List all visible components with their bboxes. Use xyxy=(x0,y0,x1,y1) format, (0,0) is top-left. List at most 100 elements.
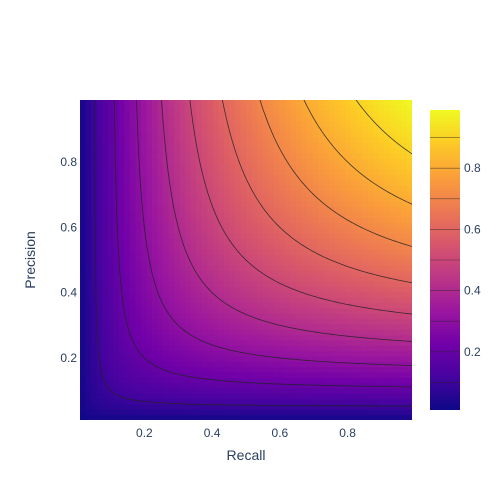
heatmap-cell xyxy=(389,377,396,384)
heatmap-cell xyxy=(163,382,170,389)
heatmap-cell xyxy=(168,158,175,165)
heatmap-cell xyxy=(129,121,136,128)
heatmap-cell xyxy=(373,153,380,160)
heatmap-cell xyxy=(163,180,170,186)
heatmap-cell xyxy=(345,302,352,309)
heatmap-cell xyxy=(378,169,385,176)
heatmap-cell xyxy=(240,313,247,320)
heatmap-cell xyxy=(362,308,369,314)
heatmap-cell xyxy=(306,174,313,181)
heatmap-cell xyxy=(190,158,197,165)
heatmap-cell xyxy=(102,350,109,357)
heatmap-cell xyxy=(356,180,363,186)
heatmap-cell xyxy=(279,270,286,277)
heatmap-cell xyxy=(373,276,380,282)
heatmap-cell xyxy=(85,270,92,277)
heatmap-cell xyxy=(212,116,219,122)
heatmap-cell xyxy=(340,212,347,218)
heatmap-cell xyxy=(91,265,98,272)
heatmap-cell xyxy=(312,105,319,112)
heatmap-cell xyxy=(91,286,98,293)
heatmap-cell xyxy=(207,180,214,186)
heatmap-cell xyxy=(345,377,352,384)
heatmap-cell xyxy=(246,393,253,400)
heatmap-cell xyxy=(306,206,313,213)
heatmap-cell xyxy=(251,270,258,277)
heatmap-cell xyxy=(290,105,297,112)
heatmap-cell xyxy=(351,265,358,272)
heatmap-cell xyxy=(174,393,181,400)
heatmap-cell xyxy=(295,190,302,197)
heatmap-cell xyxy=(174,292,181,298)
heatmap-cell xyxy=(118,169,125,176)
heatmap-cell xyxy=(234,116,242,122)
heatmap-cell xyxy=(201,228,208,234)
heatmap-cell xyxy=(284,377,291,384)
heatmap-cell xyxy=(140,377,147,384)
heatmap-cell xyxy=(80,345,87,352)
heatmap-cell xyxy=(135,318,142,325)
heatmap-cell xyxy=(262,174,269,181)
heatmap-cell xyxy=(251,292,258,298)
heatmap-cell xyxy=(91,356,98,362)
heatmap-cell xyxy=(301,164,308,170)
heatmap-cell xyxy=(124,329,131,336)
heatmap-cell xyxy=(229,212,236,218)
heatmap-cell xyxy=(246,340,253,346)
heatmap-cell xyxy=(151,233,159,240)
heatmap-cell xyxy=(223,377,230,384)
heatmap-cell xyxy=(140,100,147,106)
heatmap-cell xyxy=(151,174,159,181)
heatmap-cell xyxy=(146,206,153,213)
heatmap-cell xyxy=(201,100,208,106)
heatmap-cell xyxy=(168,201,175,208)
heatmap-cell xyxy=(312,308,319,314)
heatmap-cell xyxy=(223,158,230,165)
heatmap-cell xyxy=(273,249,280,256)
heatmap-cell xyxy=(323,372,330,378)
heatmap-cell xyxy=(384,158,391,165)
heatmap-cell xyxy=(246,180,253,186)
heatmap-cell xyxy=(395,100,402,106)
heatmap-cell xyxy=(196,276,203,282)
heatmap-cell xyxy=(118,249,125,256)
heatmap-cell xyxy=(229,185,236,192)
heatmap-cell xyxy=(91,345,98,352)
heatmap-cell xyxy=(129,404,136,410)
heatmap-cell xyxy=(384,206,391,213)
heatmap-cell xyxy=(356,340,363,346)
heatmap-cell xyxy=(290,297,297,304)
heatmap-cell xyxy=(234,345,242,352)
heatmap-cell xyxy=(168,148,175,154)
heatmap-cell xyxy=(290,110,297,117)
heatmap-cell xyxy=(262,281,269,288)
heatmap-cell xyxy=(290,302,297,309)
heatmap-cell xyxy=(400,110,408,117)
heatmap-cell xyxy=(118,212,125,218)
heatmap-cell xyxy=(179,281,186,288)
heatmap-cell xyxy=(207,158,214,165)
heatmap-cell xyxy=(367,382,374,389)
heatmap-cell xyxy=(201,393,208,400)
heatmap-cell xyxy=(240,382,247,389)
heatmap-cell xyxy=(185,276,192,282)
contour-line xyxy=(303,100,412,205)
heatmap-cell xyxy=(234,196,242,202)
heatmap-cell xyxy=(223,340,230,346)
heatmap-cell xyxy=(301,393,308,400)
heatmap-cell xyxy=(246,409,253,416)
heatmap-cell xyxy=(102,377,109,384)
heatmap-cell xyxy=(345,169,352,176)
heatmap-cell xyxy=(124,201,131,208)
heatmap-cell xyxy=(212,340,219,346)
heatmap-cell xyxy=(80,308,87,314)
heatmap-cell xyxy=(102,222,109,229)
heatmap-cell xyxy=(400,393,408,400)
heatmap-cell xyxy=(113,281,120,288)
heatmap-cell xyxy=(102,174,109,181)
heatmap-cell xyxy=(406,356,412,362)
heatmap-cell xyxy=(406,158,412,165)
heatmap-cell xyxy=(312,409,319,416)
heatmap-cell xyxy=(185,270,192,277)
heatmap-cell xyxy=(85,308,92,314)
